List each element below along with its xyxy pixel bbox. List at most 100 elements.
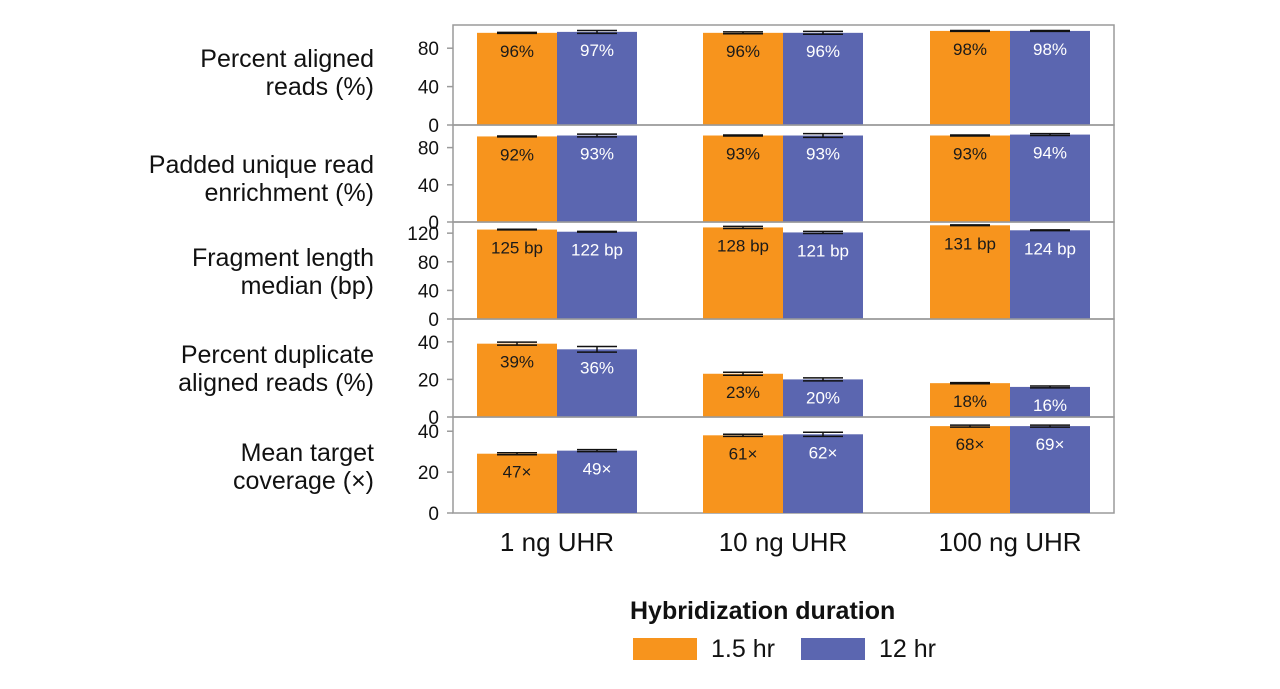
bar — [557, 135, 637, 222]
bar — [477, 343, 557, 417]
y-tick-label: 20 — [418, 370, 439, 391]
legend-label-1-5-hr: 1.5 hr — [711, 634, 775, 663]
bar — [783, 379, 863, 417]
bar — [1010, 426, 1090, 513]
data-label: 122 bp — [571, 241, 623, 260]
data-label: 92% — [500, 145, 534, 164]
bar — [783, 135, 863, 222]
bar — [557, 450, 637, 513]
data-label: 47× — [503, 463, 532, 482]
legend-swatch-12-hr — [801, 638, 865, 660]
data-label: 98% — [953, 40, 987, 59]
data-label: 96% — [726, 42, 760, 61]
y-tick-label: 0 — [428, 213, 439, 234]
data-label: 16% — [1033, 396, 1067, 415]
x-tick-label: 10 ng UHR — [719, 527, 848, 557]
y-tick-label: 0 — [428, 116, 439, 137]
panel-label-line: Percent duplicate — [180, 341, 374, 369]
panel-label-line: enrichment (%) — [204, 179, 375, 207]
x-tick-label: 1 ng UHR — [500, 527, 614, 557]
panel-label: Mean target coverage (×) — [14, 439, 374, 495]
panel-label: Percent aligned reads (%) — [14, 45, 374, 101]
bar — [703, 435, 783, 513]
legend-swatch-1-5-hr — [633, 638, 697, 660]
x-tick-label: 100 ng UHR — [938, 527, 1081, 557]
bar — [930, 225, 1010, 319]
data-label: 96% — [806, 42, 840, 61]
y-tick-label: 40 — [418, 78, 439, 99]
y-tick-label: 80 — [418, 139, 439, 160]
panel-label: Padded unique read enrichment (%) — [14, 151, 374, 207]
data-label: 69× — [1036, 435, 1065, 454]
y-tick-label: 120 — [407, 224, 439, 245]
data-label: 68× — [956, 435, 985, 454]
data-label: 20% — [806, 388, 840, 407]
bar — [477, 136, 557, 222]
bar — [1010, 30, 1090, 126]
data-label: 131 bp — [944, 234, 996, 253]
y-tick-label: 20 — [418, 463, 439, 484]
y-tick-label: 80 — [418, 253, 439, 274]
data-label: 39% — [500, 353, 534, 372]
y-tick-label: 0 — [428, 310, 439, 331]
y-tick-label: 40 — [418, 176, 439, 197]
data-label: 97% — [580, 41, 614, 60]
bar — [783, 32, 863, 126]
panel-label-line: Mean target — [240, 439, 374, 467]
legend-item-1-5-hr: 1.5 hr — [633, 635, 775, 663]
panel-label-line: reads (%) — [265, 73, 374, 101]
data-label: 62× — [809, 443, 838, 462]
data-label: 93% — [580, 145, 614, 164]
y-tick-label: 80 — [418, 39, 439, 60]
panel-label-line: median (bp) — [240, 272, 374, 300]
data-label: 94% — [1033, 144, 1067, 163]
bar — [557, 231, 637, 319]
bar — [930, 30, 1010, 126]
data-label: 36% — [580, 358, 614, 377]
y-tick-label: 40 — [418, 422, 439, 443]
panel-label-line: aligned reads (%) — [178, 369, 374, 397]
data-label: 124 bp — [1024, 239, 1076, 258]
data-label: 93% — [953, 145, 987, 164]
panel-label-line: Percent aligned — [200, 45, 374, 73]
panel-label-line: coverage (×) — [232, 467, 374, 495]
bar — [557, 31, 637, 126]
legend-item-12-hr: 12 hr — [801, 635, 936, 663]
data-label: 128 bp — [717, 236, 769, 255]
y-tick-label: 0 — [428, 504, 439, 525]
legend-label-12-hr: 12 hr — [879, 634, 936, 663]
data-label: 49× — [583, 460, 612, 479]
bar — [783, 232, 863, 319]
data-label: 96% — [500, 42, 534, 61]
bar — [930, 426, 1010, 513]
bar — [703, 135, 783, 222]
bar — [930, 135, 1010, 222]
bar — [703, 373, 783, 417]
data-label: 23% — [726, 383, 760, 402]
bar — [783, 434, 863, 513]
y-tick-label: 0 — [428, 408, 439, 429]
bar — [703, 227, 783, 319]
panel-label: Percent duplicate aligned reads (%) — [14, 341, 374, 397]
panel-label-line: Fragment length — [191, 244, 374, 272]
bar — [930, 383, 1010, 417]
bar — [477, 32, 557, 126]
bar — [477, 453, 557, 513]
panel-label: Fragment length median (bp) — [14, 244, 374, 300]
bar — [703, 32, 783, 126]
data-label: 18% — [953, 392, 987, 411]
bar — [557, 349, 637, 417]
bar — [1010, 134, 1090, 222]
data-label: 93% — [806, 145, 840, 164]
data-label: 125 bp — [491, 239, 543, 258]
data-label: 61× — [729, 444, 758, 463]
data-label: 98% — [1033, 40, 1067, 59]
legend-title: Hybridization duration — [630, 597, 896, 625]
y-tick-label: 40 — [418, 333, 439, 354]
bar — [1010, 230, 1090, 319]
panel-label-line: Padded unique read — [148, 151, 374, 179]
data-label: 93% — [726, 145, 760, 164]
bar — [477, 229, 557, 319]
bar — [1010, 386, 1090, 417]
